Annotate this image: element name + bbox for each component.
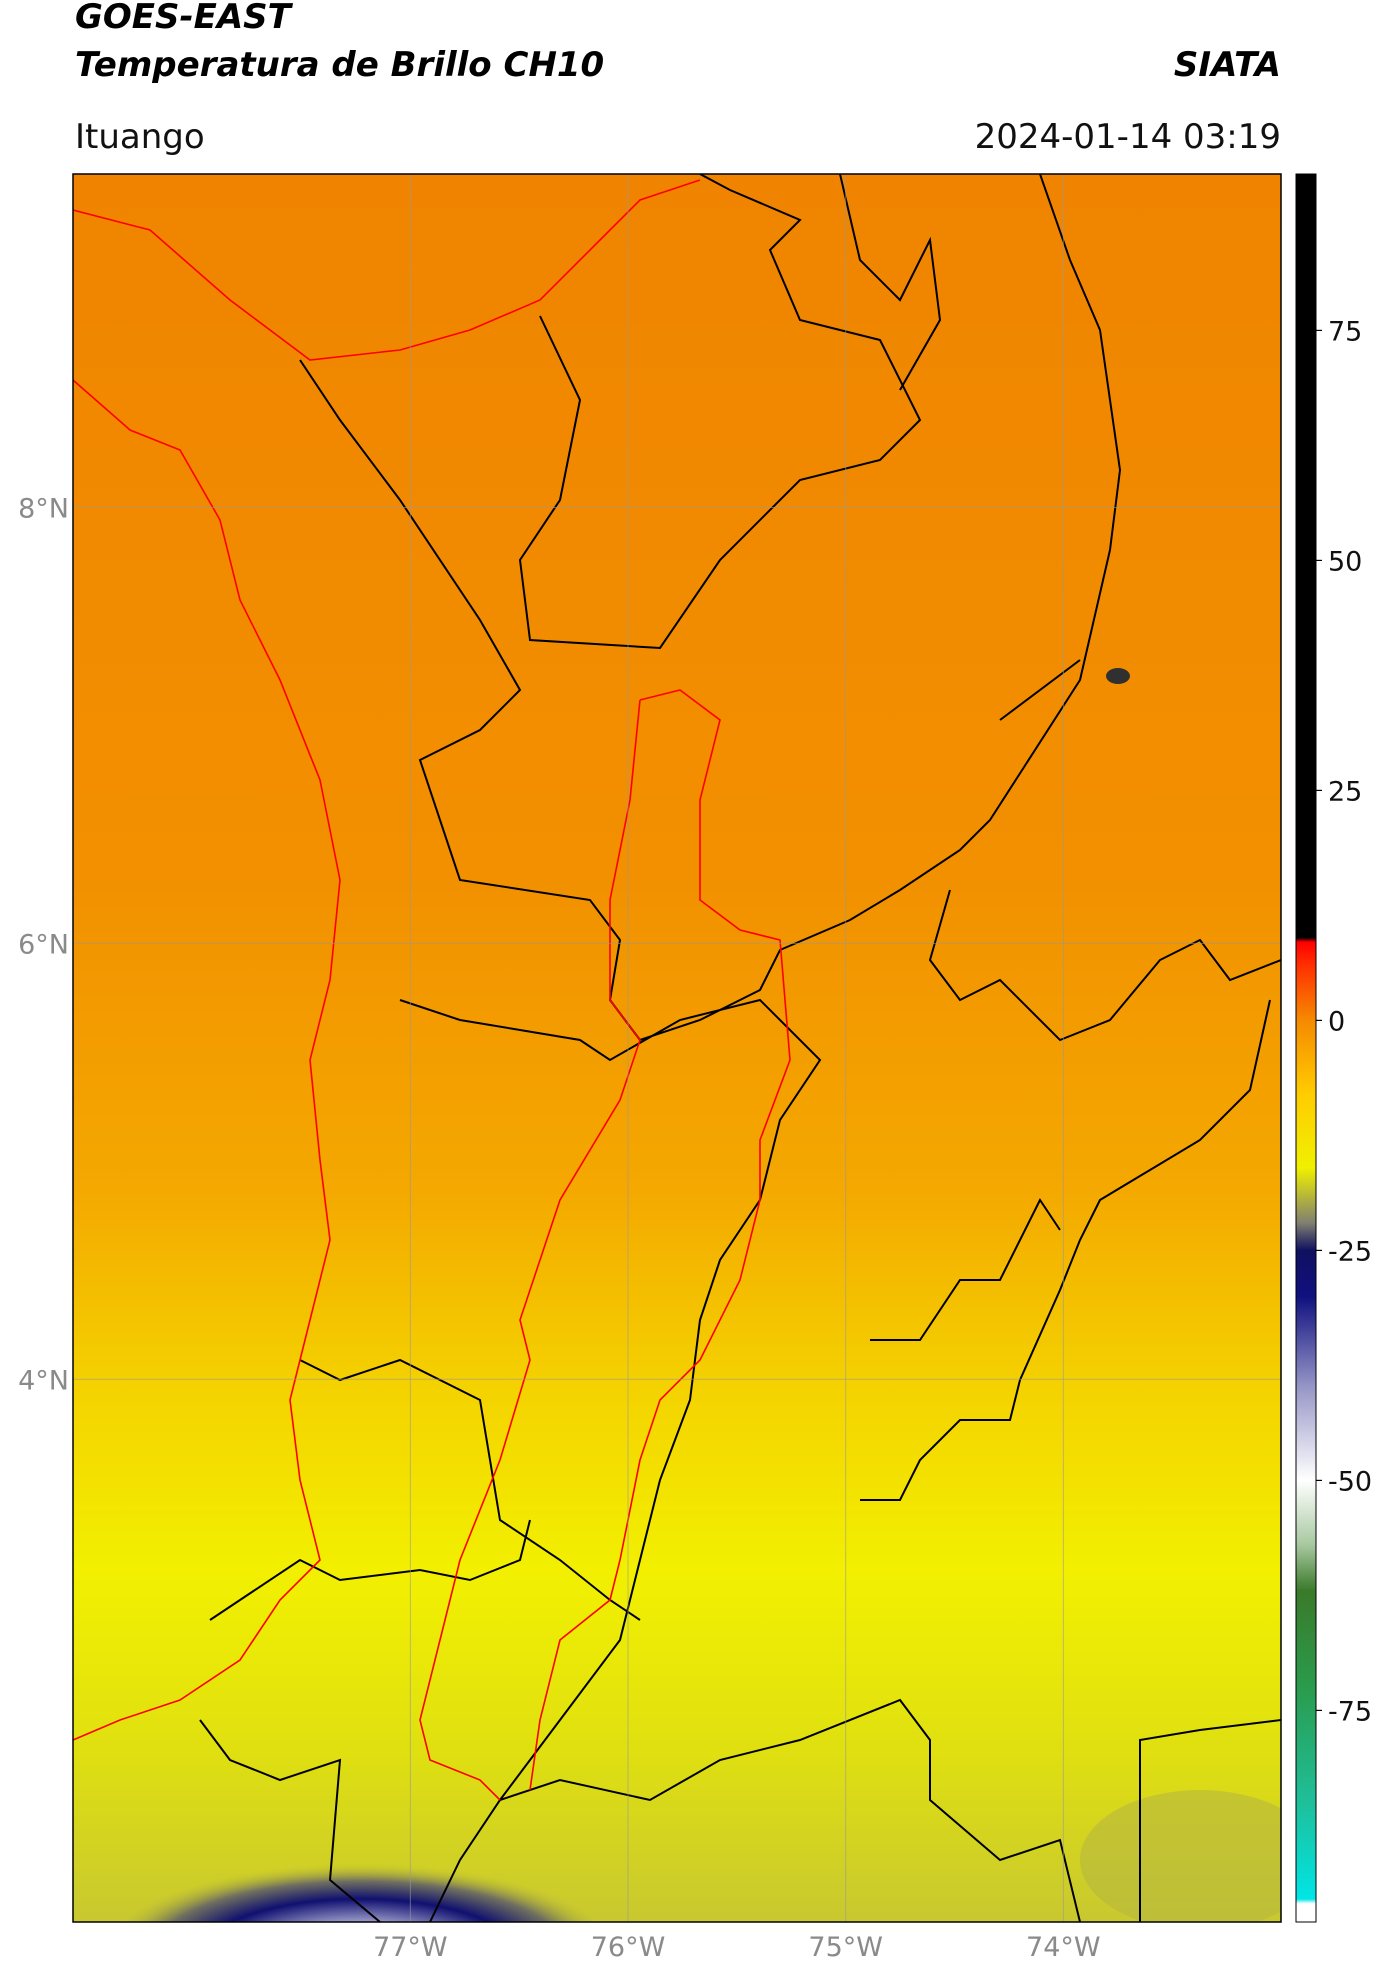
colorbar-ticks: 75 50 25 0 -25 -50 -75 xyxy=(1316,316,1372,1727)
satellite-title: GOES-EAST xyxy=(75,0,294,37)
cloud xyxy=(1080,1790,1281,1922)
lat-tick-label: 6°N xyxy=(18,929,69,960)
cloud xyxy=(1106,668,1130,684)
lon-tick-label: 77°W xyxy=(373,1932,448,1963)
colorbar-tick-label: 75 xyxy=(1328,316,1362,347)
product-title: Temperatura de Brillo CH10 xyxy=(75,45,604,85)
lon-tick-label: 76°W xyxy=(591,1932,666,1963)
boundaries xyxy=(199,174,1281,1922)
cold-cloud xyxy=(102,1845,618,1922)
agency: SIATA xyxy=(1174,45,1281,85)
map-background xyxy=(73,174,1281,1922)
datetime: 2024-01-14 03:19 xyxy=(975,117,1281,157)
map xyxy=(73,174,1281,1922)
lat-tick-label: 4°N xyxy=(18,1365,69,1396)
colorbar-tick-label: -25 xyxy=(1328,1236,1372,1267)
colorbar-tick-label: -50 xyxy=(1328,1466,1372,1497)
colorbar-tick-label: 0 xyxy=(1328,1006,1345,1037)
red-boundaries xyxy=(73,179,791,1801)
colorbar-tick-label: 50 xyxy=(1328,546,1362,577)
map-ticks: 8°N 6°N 4°N 77°W 76°W 75°W 74°W xyxy=(18,493,1101,1963)
colorbar-tick-label: 25 xyxy=(1328,776,1362,807)
lon-tick-label: 74°W xyxy=(1026,1932,1101,1963)
colorbar xyxy=(1295,173,1317,1923)
colorbar-tick-label: -75 xyxy=(1328,1696,1372,1727)
lon-tick-label: 75°W xyxy=(808,1932,883,1963)
map-frame xyxy=(72,173,1282,1923)
lat-tick-label: 8°N xyxy=(18,493,69,524)
grid xyxy=(73,174,1281,1922)
location: Ituango xyxy=(75,117,205,157)
